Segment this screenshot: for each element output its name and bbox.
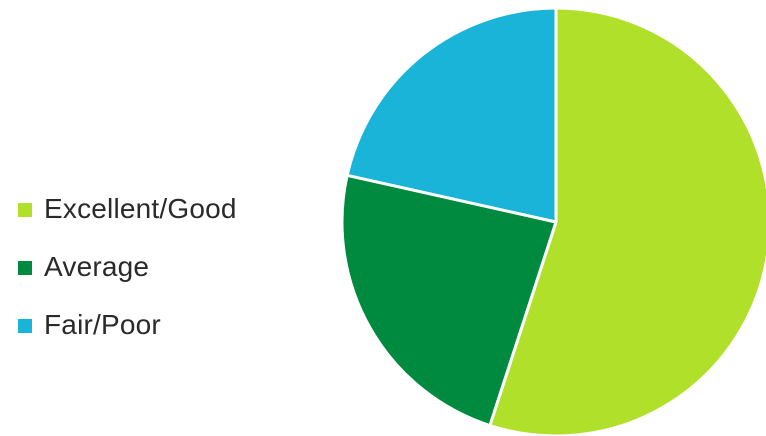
legend: Excellent/Good Average Fair/Poor <box>18 180 237 354</box>
pie-slice-fair-poor[interactable] <box>345 6 558 224</box>
pie-slice-excellent-good[interactable] <box>488 6 766 436</box>
pie-slice-average[interactable] <box>340 173 558 428</box>
legend-label-excellent-good: Excellent/Good <box>44 193 237 224</box>
legend-swatch-fair-poor <box>18 319 32 333</box>
legend-swatch-excellent-good <box>18 203 32 217</box>
legend-swatch-average <box>18 261 32 275</box>
legend-label-average: Average <box>44 251 150 282</box>
legend-item-excellent-good[interactable]: Excellent/Good <box>18 180 237 238</box>
legend-item-fair-poor[interactable]: Fair/Poor <box>18 296 237 354</box>
legend-item-average[interactable]: Average <box>18 238 237 296</box>
pie-slices <box>340 6 766 436</box>
legend-label-fair-poor: Fair/Poor <box>44 309 161 340</box>
